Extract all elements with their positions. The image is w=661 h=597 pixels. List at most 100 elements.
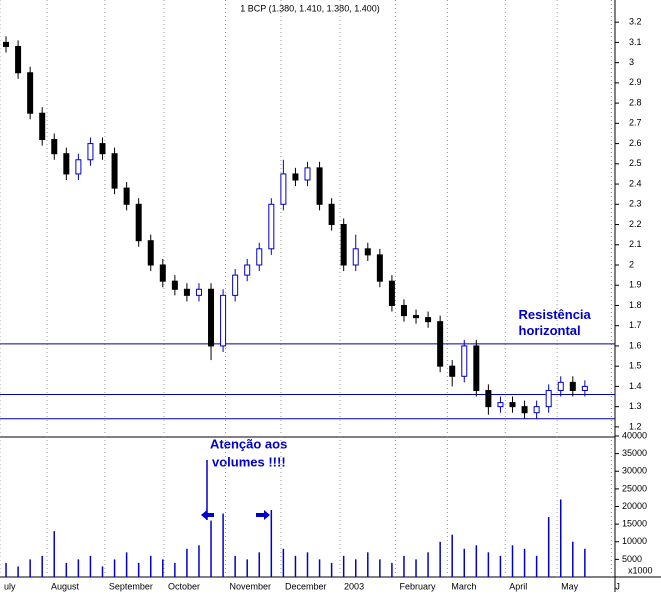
candle-body	[581, 385, 588, 391]
candle-body	[328, 203, 335, 226]
candle-body	[473, 345, 480, 391]
candle-body	[111, 153, 118, 189]
candle-body	[497, 402, 504, 408]
candle-body	[461, 345, 468, 377]
y-tick-label: 2.3	[629, 199, 642, 209]
candle-body	[364, 248, 371, 256]
candle-body	[400, 304, 407, 317]
y-tick-label: 1.2	[629, 421, 642, 431]
candle-body	[569, 381, 576, 391]
candle-body	[449, 365, 456, 377]
y-tick-label: 3.2	[629, 17, 642, 27]
x-tick-label: September	[109, 581, 153, 591]
candle-body	[232, 274, 239, 296]
arrow-right	[256, 510, 270, 520]
y-tick-label: 20000	[622, 501, 647, 511]
candle-body	[292, 173, 299, 181]
y-tick-label: 1.9	[629, 280, 642, 290]
y-tick-label: 5000	[622, 554, 642, 564]
y-tick-label: 30000	[622, 466, 647, 476]
candle-body	[316, 167, 323, 205]
y-tick-label: 2.4	[629, 178, 642, 188]
candle-body	[388, 280, 395, 306]
candle-body	[135, 203, 142, 242]
y-tick-label: 10000	[622, 536, 647, 546]
x-tick-label: April	[509, 581, 527, 591]
x-tick-label: October	[168, 581, 200, 591]
candle-body	[268, 203, 275, 250]
x-tick-label: March	[451, 581, 476, 591]
y-tick-label: 3	[629, 57, 634, 67]
candle-body	[159, 264, 166, 282]
candle-body	[87, 143, 94, 161]
y-tick-label: 2.2	[629, 219, 642, 229]
volume-unit-label: x1000	[628, 565, 653, 575]
candle-body	[3, 41, 10, 47]
y-tick-label: 15000	[622, 519, 647, 529]
y-tick-label: 2.8	[629, 97, 642, 107]
candle-body	[340, 224, 347, 266]
candle-body	[304, 167, 311, 181]
candle-body	[557, 381, 564, 391]
candle-body	[413, 315, 420, 319]
annotation: Atenção aos	[210, 436, 287, 451]
x-tick-label: November	[230, 581, 272, 591]
y-tick-label: 40000	[622, 430, 647, 440]
x-tick-label: August	[51, 581, 80, 591]
candle-body	[75, 159, 82, 175]
y-tick-label: 25000	[622, 483, 647, 493]
candle-body	[147, 240, 154, 266]
annotation: Resistência	[519, 307, 592, 322]
candle-body	[171, 280, 178, 290]
candle-body	[521, 406, 528, 414]
y-tick-label: 35000	[622, 448, 647, 458]
y-tick-label: 2.7	[629, 118, 642, 128]
x-tick-label: uly	[4, 581, 16, 591]
y-tick-label: 2.1	[629, 239, 642, 249]
chart-title: 1 BCP (1.380, 1.410, 1.380, 1.400)	[240, 3, 379, 13]
candle-body	[123, 187, 130, 205]
candle-body	[15, 45, 22, 74]
candle-body	[39, 112, 46, 141]
candle-body	[63, 153, 70, 175]
y-tick-label: 1.8	[629, 300, 642, 310]
y-tick-label: 1.6	[629, 340, 642, 350]
candle-body	[99, 143, 106, 155]
candle-body	[51, 139, 58, 155]
candle-body	[509, 402, 516, 408]
candle-body	[208, 288, 215, 347]
y-tick-label: 2.5	[629, 158, 642, 168]
candle-body	[280, 173, 287, 205]
annotation: volumes !!!!	[212, 454, 286, 469]
candle-body	[425, 317, 432, 323]
y-tick-label: 2.9	[629, 77, 642, 87]
y-tick-label: 2.6	[629, 138, 642, 148]
candle-body	[244, 264, 251, 276]
arrow-left	[201, 510, 214, 520]
x-tick-label: February	[400, 581, 437, 591]
y-tick-label: 3.1	[629, 37, 642, 47]
y-tick-label: 1.5	[629, 361, 642, 371]
candle-body	[27, 72, 34, 114]
y-tick-label: 1.3	[629, 401, 642, 411]
y-tick-label: 1.4	[629, 381, 642, 391]
y-tick-label: 2	[629, 259, 634, 269]
candle-body	[195, 288, 202, 296]
candle-body	[545, 389, 552, 408]
y-tick-label: 1.7	[629, 320, 642, 330]
x-tick-label: May	[561, 581, 579, 591]
annotation: horizontal	[519, 323, 581, 338]
x-tick-label: 2003	[344, 581, 364, 591]
candle-body	[256, 248, 263, 266]
candle-body	[352, 248, 359, 266]
x-tick-label: J	[615, 581, 620, 591]
candle-body	[533, 406, 540, 414]
candle-body	[220, 294, 227, 347]
x-tick-label: December	[285, 581, 327, 591]
candle-body	[376, 254, 383, 282]
candle-body	[183, 288, 190, 296]
candle-body	[485, 389, 492, 408]
candle-body	[437, 321, 444, 367]
